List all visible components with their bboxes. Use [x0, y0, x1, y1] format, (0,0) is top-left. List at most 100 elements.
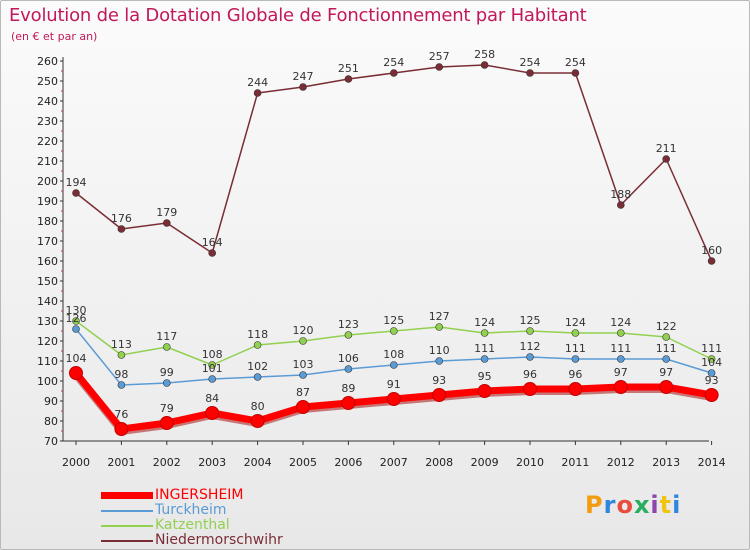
x-tick-label: 2014: [698, 456, 726, 469]
data-label: 254: [520, 56, 541, 69]
x-tick-label: 2011: [561, 456, 589, 469]
data-label: 111: [701, 342, 722, 355]
line-chart: 7080901001101201301401501601701801902002…: [37, 48, 726, 469]
data-label: 104: [701, 356, 722, 369]
data-point: [568, 382, 583, 396]
x-tick-label: 2009: [471, 456, 499, 469]
data-label: 111: [565, 342, 586, 355]
data-point: [208, 375, 216, 383]
data-label: 103: [293, 358, 314, 371]
data-point: [704, 388, 719, 402]
y-tick-label: 70: [44, 435, 58, 448]
y-tick-label: 160: [37, 255, 58, 268]
logo-letter: i: [672, 491, 682, 519]
y-tick-label: 250: [37, 75, 58, 88]
data-point: [662, 155, 671, 163]
data-label: 124: [565, 316, 586, 329]
data-point: [571, 355, 580, 363]
data-label: 125: [383, 314, 404, 327]
data-label: 79: [160, 402, 174, 415]
data-point: [163, 379, 171, 387]
data-point: [341, 396, 356, 410]
logo-letter: x: [633, 491, 651, 519]
data-point: [250, 414, 265, 428]
logo-letter: o: [616, 491, 634, 519]
data-label: 111: [474, 342, 495, 355]
data-label: 98: [114, 368, 128, 381]
data-label: 84: [205, 392, 219, 405]
data-label: 93: [705, 374, 719, 387]
data-label: 96: [568, 368, 582, 381]
logo-letter: t: [659, 491, 673, 519]
data-point: [389, 327, 398, 335]
data-point: [526, 327, 534, 335]
chart-title: Evolution de la Dotation Globale de Fonc…: [9, 5, 587, 26]
data-label: 126: [66, 312, 87, 325]
data-label: 179: [156, 206, 177, 219]
legend-label: INGERSHEIM: [155, 487, 244, 503]
x-tick-label: 2003: [198, 456, 226, 469]
logo-letter: P: [585, 491, 604, 519]
x-tick-label: 2013: [652, 456, 680, 469]
data-label: 251: [338, 62, 359, 75]
data-label: 93: [432, 374, 446, 387]
data-label: 104: [66, 352, 87, 365]
legend-swatch: [101, 492, 153, 499]
data-label: 76: [114, 408, 128, 421]
data-point: [72, 189, 80, 197]
data-label: 108: [383, 348, 404, 361]
data-point: [117, 225, 126, 233]
data-label: 124: [474, 316, 495, 329]
data-point: [523, 382, 537, 396]
x-tick-label: 2007: [380, 456, 408, 469]
data-label: 127: [429, 310, 450, 323]
y-tick-label: 120: [37, 335, 58, 348]
y-tick-label: 240: [37, 95, 58, 108]
data-label: 112: [520, 340, 541, 353]
data-label: 122: [656, 320, 677, 333]
y-tick-label: 200: [37, 175, 58, 188]
data-label: 257: [429, 50, 450, 63]
data-label: 211: [656, 142, 677, 155]
x-tick-label: 2010: [516, 456, 544, 469]
data-point: [159, 416, 174, 430]
data-label: 96: [523, 368, 537, 381]
data-label: 91: [387, 378, 401, 391]
data-point: [526, 353, 534, 361]
data-point: [707, 355, 716, 363]
data-label: 101: [202, 362, 223, 375]
data-label: 102: [247, 360, 268, 373]
y-tick-label: 190: [37, 195, 58, 208]
x-tick-label: 2001: [107, 456, 135, 469]
y-tick-label: 220: [37, 135, 58, 148]
y-tick-label: 100: [37, 375, 58, 388]
data-point: [344, 331, 353, 339]
data-point: [435, 323, 444, 331]
y-tick-label: 140: [37, 295, 58, 308]
legend-label: Turckheim: [155, 502, 227, 518]
data-label: 113: [111, 338, 132, 351]
x-tick-label: 2005: [289, 456, 317, 469]
data-point: [526, 69, 534, 77]
series-niedermorschwihr: [72, 61, 716, 265]
data-label: 80: [251, 400, 265, 413]
y-tick-label: 180: [37, 215, 58, 228]
data-label: 111: [656, 342, 677, 355]
data-point: [480, 329, 489, 337]
data-point: [480, 61, 489, 69]
legend-swatch: [101, 525, 153, 527]
x-tick-label: 2012: [607, 456, 635, 469]
data-point: [435, 63, 444, 71]
data-point: [253, 341, 262, 349]
data-label: 176: [111, 212, 132, 225]
data-point: [344, 75, 353, 83]
data-point: [477, 384, 492, 398]
data-label: 258: [474, 48, 495, 61]
data-point: [205, 406, 220, 420]
y-tick-label: 210: [37, 155, 58, 168]
y-tick-label: 170: [37, 235, 58, 248]
data-label: 188: [610, 188, 631, 201]
data-label: 89: [341, 382, 355, 395]
data-label: 118: [247, 328, 268, 341]
